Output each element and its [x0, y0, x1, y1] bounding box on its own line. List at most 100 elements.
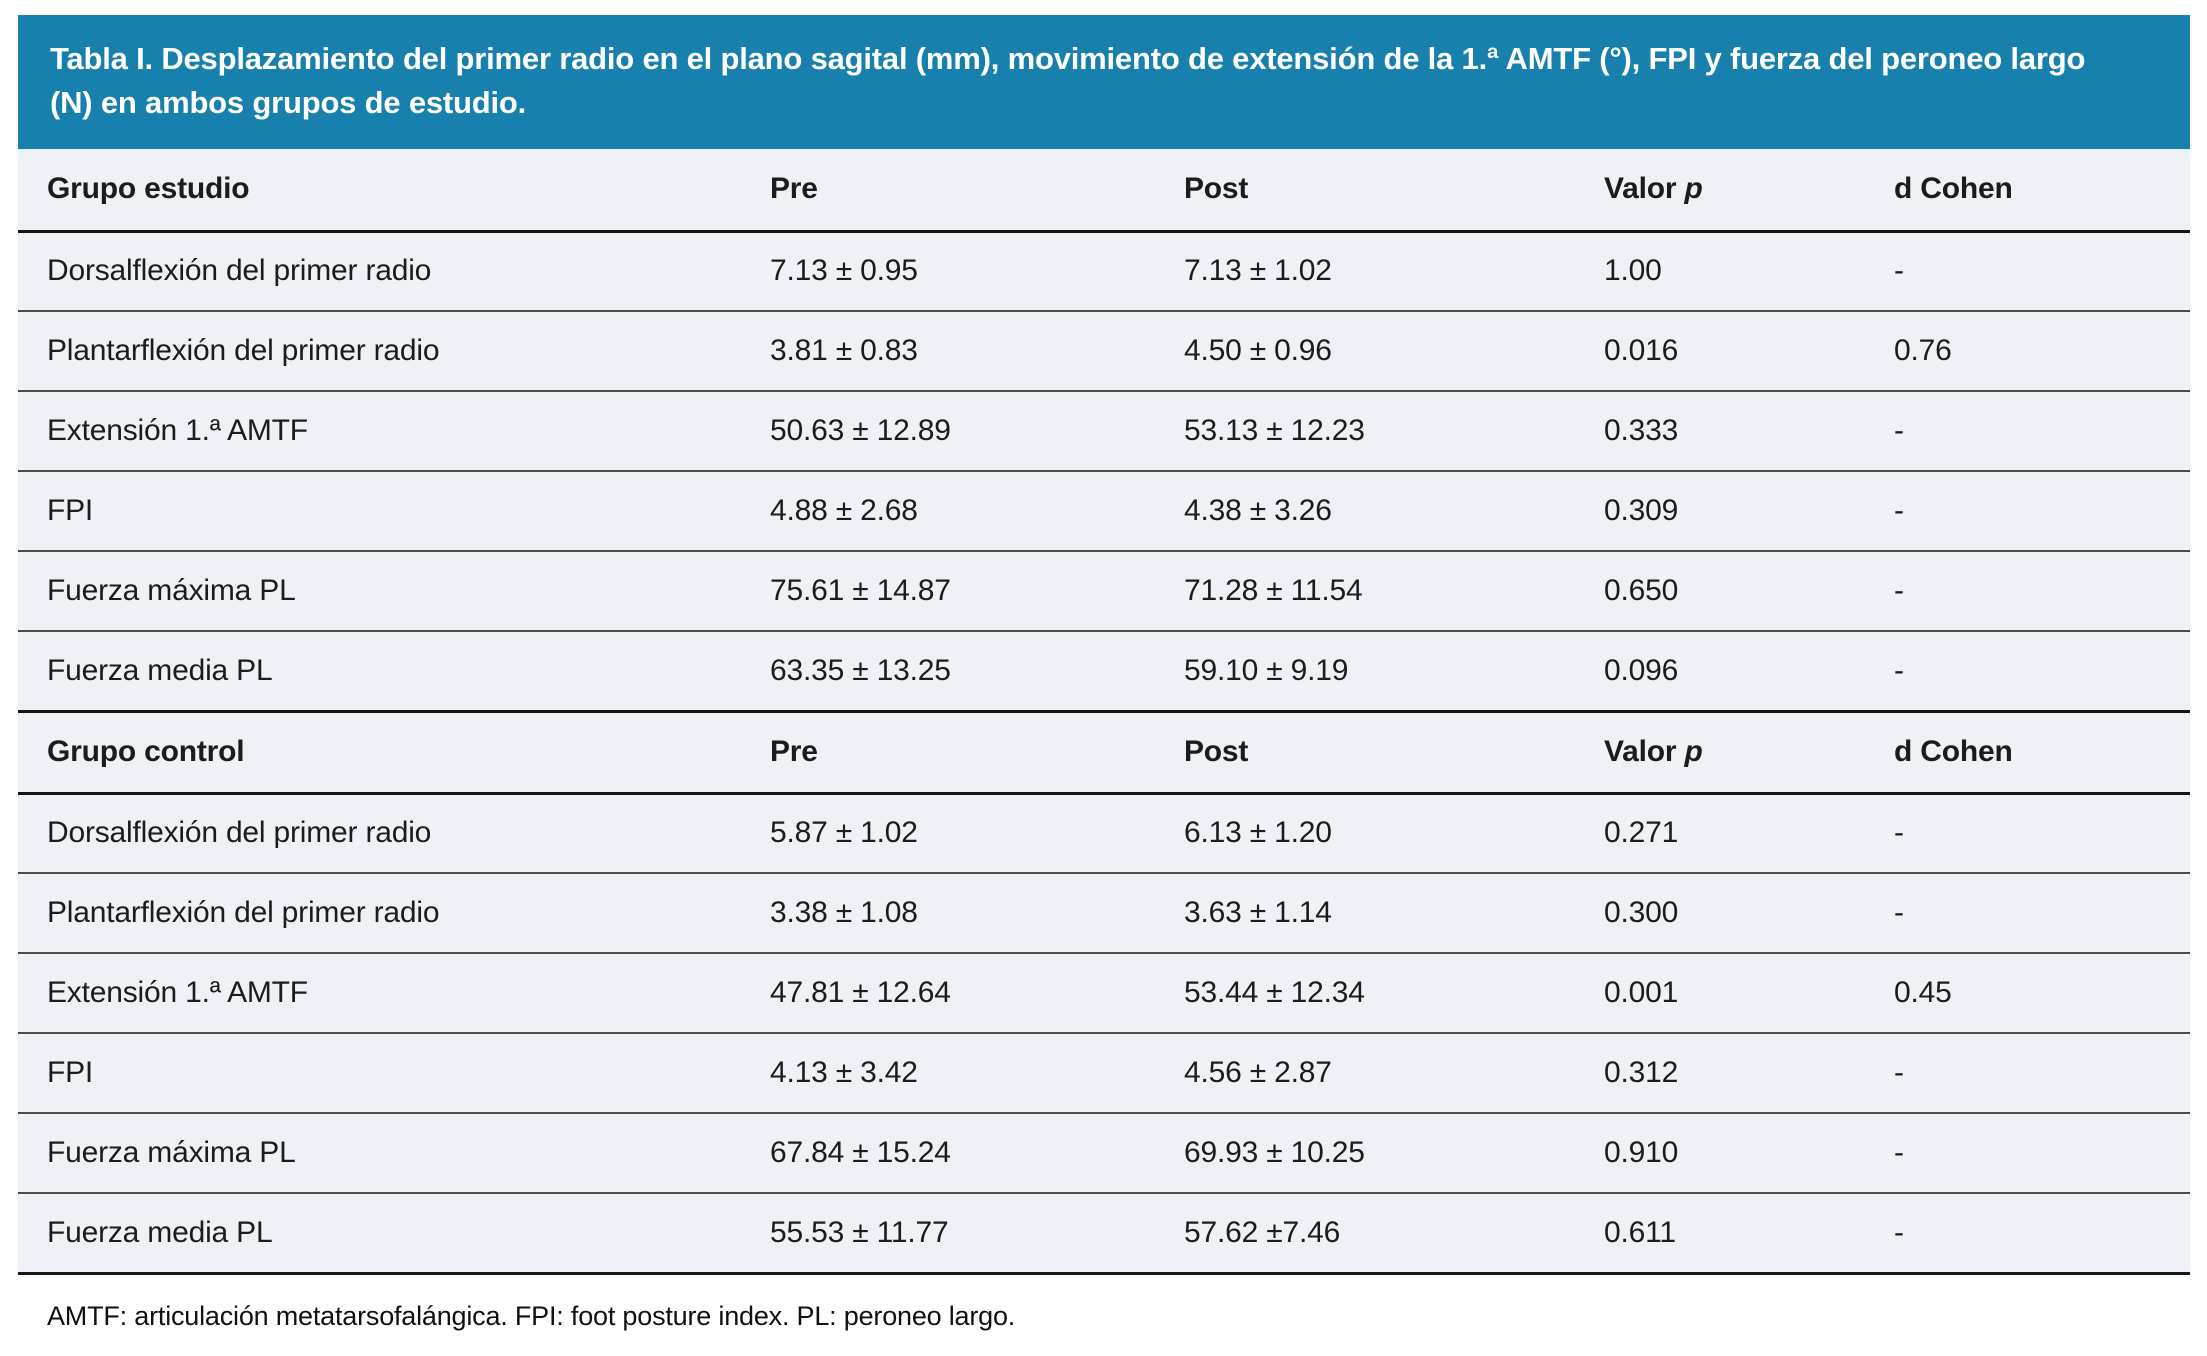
pre-value-cell: 4.88 ± 2.68 [770, 471, 1184, 553]
col-header-valor-p: Valor p [1604, 711, 1894, 795]
col-header-text: Valor [1604, 172, 1685, 206]
p-value-cell: 0.016 [1604, 311, 1894, 393]
row-label-cell: Fuerza máxima PL [18, 1113, 770, 1195]
table-row: Plantarflexión del primer radio 3.81 ± 0.… [18, 311, 2190, 393]
group-label-cell: Grupo estudio [18, 149, 770, 233]
d-cohen-value-cell: - [1894, 1193, 2190, 1275]
table-row: Extensión 1.ª AMTF 50.63 ± 12.89 53.13 ± 1… [18, 391, 2190, 473]
table-row: Plantarflexión del primer radio 3.38 ± 1.… [18, 873, 2190, 955]
post-value-cell: 3.63 ± 1.14 [1184, 873, 1604, 955]
p-value-cell: 0.611 [1604, 1193, 1894, 1275]
col-header-post: Post [1184, 711, 1604, 795]
d-cohen-value-cell: - [1894, 551, 2190, 633]
row-label-cell: Fuerza media PL [18, 1193, 770, 1275]
table-row: Dorsalflexión del primer radio 5.87 ± 1.0… [18, 793, 2190, 875]
d-cohen-value-cell: - [1894, 793, 2190, 875]
post-value-cell: 53.44 ± 12.34 [1184, 953, 1604, 1035]
col-header-text: Pre [770, 735, 818, 769]
pre-value-cell: 55.53 ± 11.77 [770, 1193, 1184, 1275]
d-cohen-value-cell: - [1894, 873, 2190, 955]
post-value-cell: 59.10 ± 9.19 [1184, 631, 1604, 713]
p-value-cell: 0.910 [1604, 1113, 1894, 1195]
p-value-cell: 0.300 [1604, 873, 1894, 955]
col-header-text: Post [1184, 172, 1249, 206]
col-header-text: Pre [770, 172, 818, 206]
row-label-cell: Fuerza máxima PL [18, 551, 770, 633]
pre-value-cell: 4.13 ± 3.42 [770, 1033, 1184, 1115]
col-header-italic-p: p [1684, 735, 1703, 769]
pre-value-cell: 7.13 ± 0.95 [770, 231, 1184, 313]
pre-value-cell: 67.84 ± 15.24 [770, 1113, 1184, 1195]
col-header-italic-p: p [1684, 172, 1703, 206]
d-cohen-value-cell: 0.45 [1894, 953, 2190, 1035]
d-cohen-value-cell: - [1894, 1033, 2190, 1115]
table-title-bar: Tabla I. Desplazamiento del primer radio… [18, 15, 2190, 150]
d-cohen-value-cell: - [1894, 1113, 2190, 1195]
col-header-text: Valor [1604, 735, 1685, 769]
row-label-cell: FPI [18, 1033, 770, 1115]
d-cohen-value-cell: - [1894, 631, 2190, 713]
table-row: Fuerza máxima PL 75.61 ± 14.87 71.28 ± 11.… [18, 551, 2190, 633]
p-value-cell: 0.312 [1604, 1033, 1894, 1115]
pre-value-cell: 63.35 ± 13.25 [770, 631, 1184, 713]
post-value-cell: 69.93 ± 10.25 [1184, 1113, 1604, 1195]
pre-value-cell: 5.87 ± 1.02 [770, 793, 1184, 875]
pre-value-cell: 75.61 ± 14.87 [770, 551, 1184, 633]
pre-value-cell: 3.81 ± 0.83 [770, 311, 1184, 393]
p-value-cell: 0.333 [1604, 391, 1894, 473]
row-label-cell: Plantarflexión del primer radio [18, 873, 770, 955]
table-row: Fuerza máxima PL 67.84 ± 15.24 69.93 ± 10.… [18, 1113, 2190, 1195]
post-value-cell: 4.50 ± 0.96 [1184, 311, 1604, 393]
post-value-cell: 57.62 ±7.46 [1184, 1193, 1604, 1275]
table-row: FPI 4.88 ± 2.68 4.38 ± 3.26 0.309- [18, 471, 2190, 553]
post-value-cell: 4.56 ± 2.87 [1184, 1033, 1604, 1115]
row-label-cell: Dorsalflexión del primer radio [18, 231, 770, 313]
p-value-cell: 0.271 [1604, 793, 1894, 875]
post-value-cell: 4.38 ± 3.26 [1184, 471, 1604, 553]
post-value-cell: 7.13 ± 1.02 [1184, 231, 1604, 313]
p-value-cell: 0.001 [1604, 953, 1894, 1035]
table-row: Fuerza media PL 55.53 ± 11.77 57.62 ±7.46 0… [18, 1193, 2190, 1275]
col-header-d-cohen: d Cohen [1894, 149, 2190, 233]
pre-value-cell: 47.81 ± 12.64 [770, 953, 1184, 1035]
table-row: FPI 4.13 ± 3.42 4.56 ± 2.87 0.312- [18, 1033, 2190, 1115]
col-header-post: Post [1184, 149, 1604, 233]
col-header-text: Post [1184, 735, 1249, 769]
table-row: Fuerza media PL 63.35 ± 13.25 59.10 ± 9.19… [18, 631, 2190, 713]
d-cohen-value-cell: - [1894, 391, 2190, 473]
table-title: Tabla I. Desplazamiento del primer radio… [50, 41, 2086, 121]
row-label-cell: Fuerza media PL [18, 631, 770, 713]
p-value-cell: 0.650 [1604, 551, 1894, 633]
pre-value-cell: 3.38 ± 1.08 [770, 873, 1184, 955]
row-label-cell: Extensión 1.ª AMTF [18, 391, 770, 473]
table-row: Extensión 1.ª AMTF 47.81 ± 12.64 53.44 ± 1… [18, 953, 2190, 1035]
post-value-cell: 53.13 ± 12.23 [1184, 391, 1604, 473]
table-footnote: AMTF: articulación metatarsofalángica. F… [47, 1300, 1016, 1331]
col-header-valor-p: Valor p [1604, 149, 1894, 233]
d-cohen-value-cell: - [1894, 231, 2190, 313]
d-cohen-value-cell: 0.76 [1894, 311, 2190, 393]
col-header-pre: Pre [770, 711, 1184, 795]
pre-value-cell: 50.63 ± 12.89 [770, 391, 1184, 473]
col-header-d-cohen: d Cohen [1894, 711, 2190, 795]
row-label-cell: FPI [18, 471, 770, 553]
post-value-cell: 71.28 ± 11.54 [1184, 551, 1604, 633]
p-value-cell: 1.00 [1604, 231, 1894, 313]
col-header-text: d Cohen [1894, 172, 2013, 206]
p-value-cell: 0.309 [1604, 471, 1894, 553]
row-label-cell: Plantarflexión del primer radio [18, 311, 770, 393]
col-header-text: d Cohen [1894, 735, 2013, 769]
post-value-cell: 6.13 ± 1.20 [1184, 793, 1604, 875]
d-cohen-value-cell: - [1894, 471, 2190, 553]
table-row: Dorsalflexión del primer radio 7.13 ± 0.9… [18, 231, 2190, 313]
col-header-pre: Pre [770, 149, 1184, 233]
row-label-cell: Extensión 1.ª AMTF [18, 953, 770, 1035]
p-value-cell: 0.096 [1604, 631, 1894, 713]
group-label-cell: Grupo control [18, 711, 770, 795]
row-label-cell: Dorsalflexión del primer radio [18, 793, 770, 875]
